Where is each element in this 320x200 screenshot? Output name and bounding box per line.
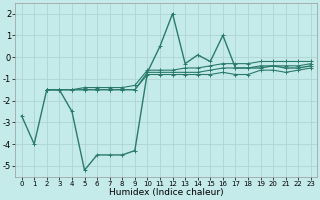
X-axis label: Humidex (Indice chaleur): Humidex (Indice chaleur) [109,188,224,197]
